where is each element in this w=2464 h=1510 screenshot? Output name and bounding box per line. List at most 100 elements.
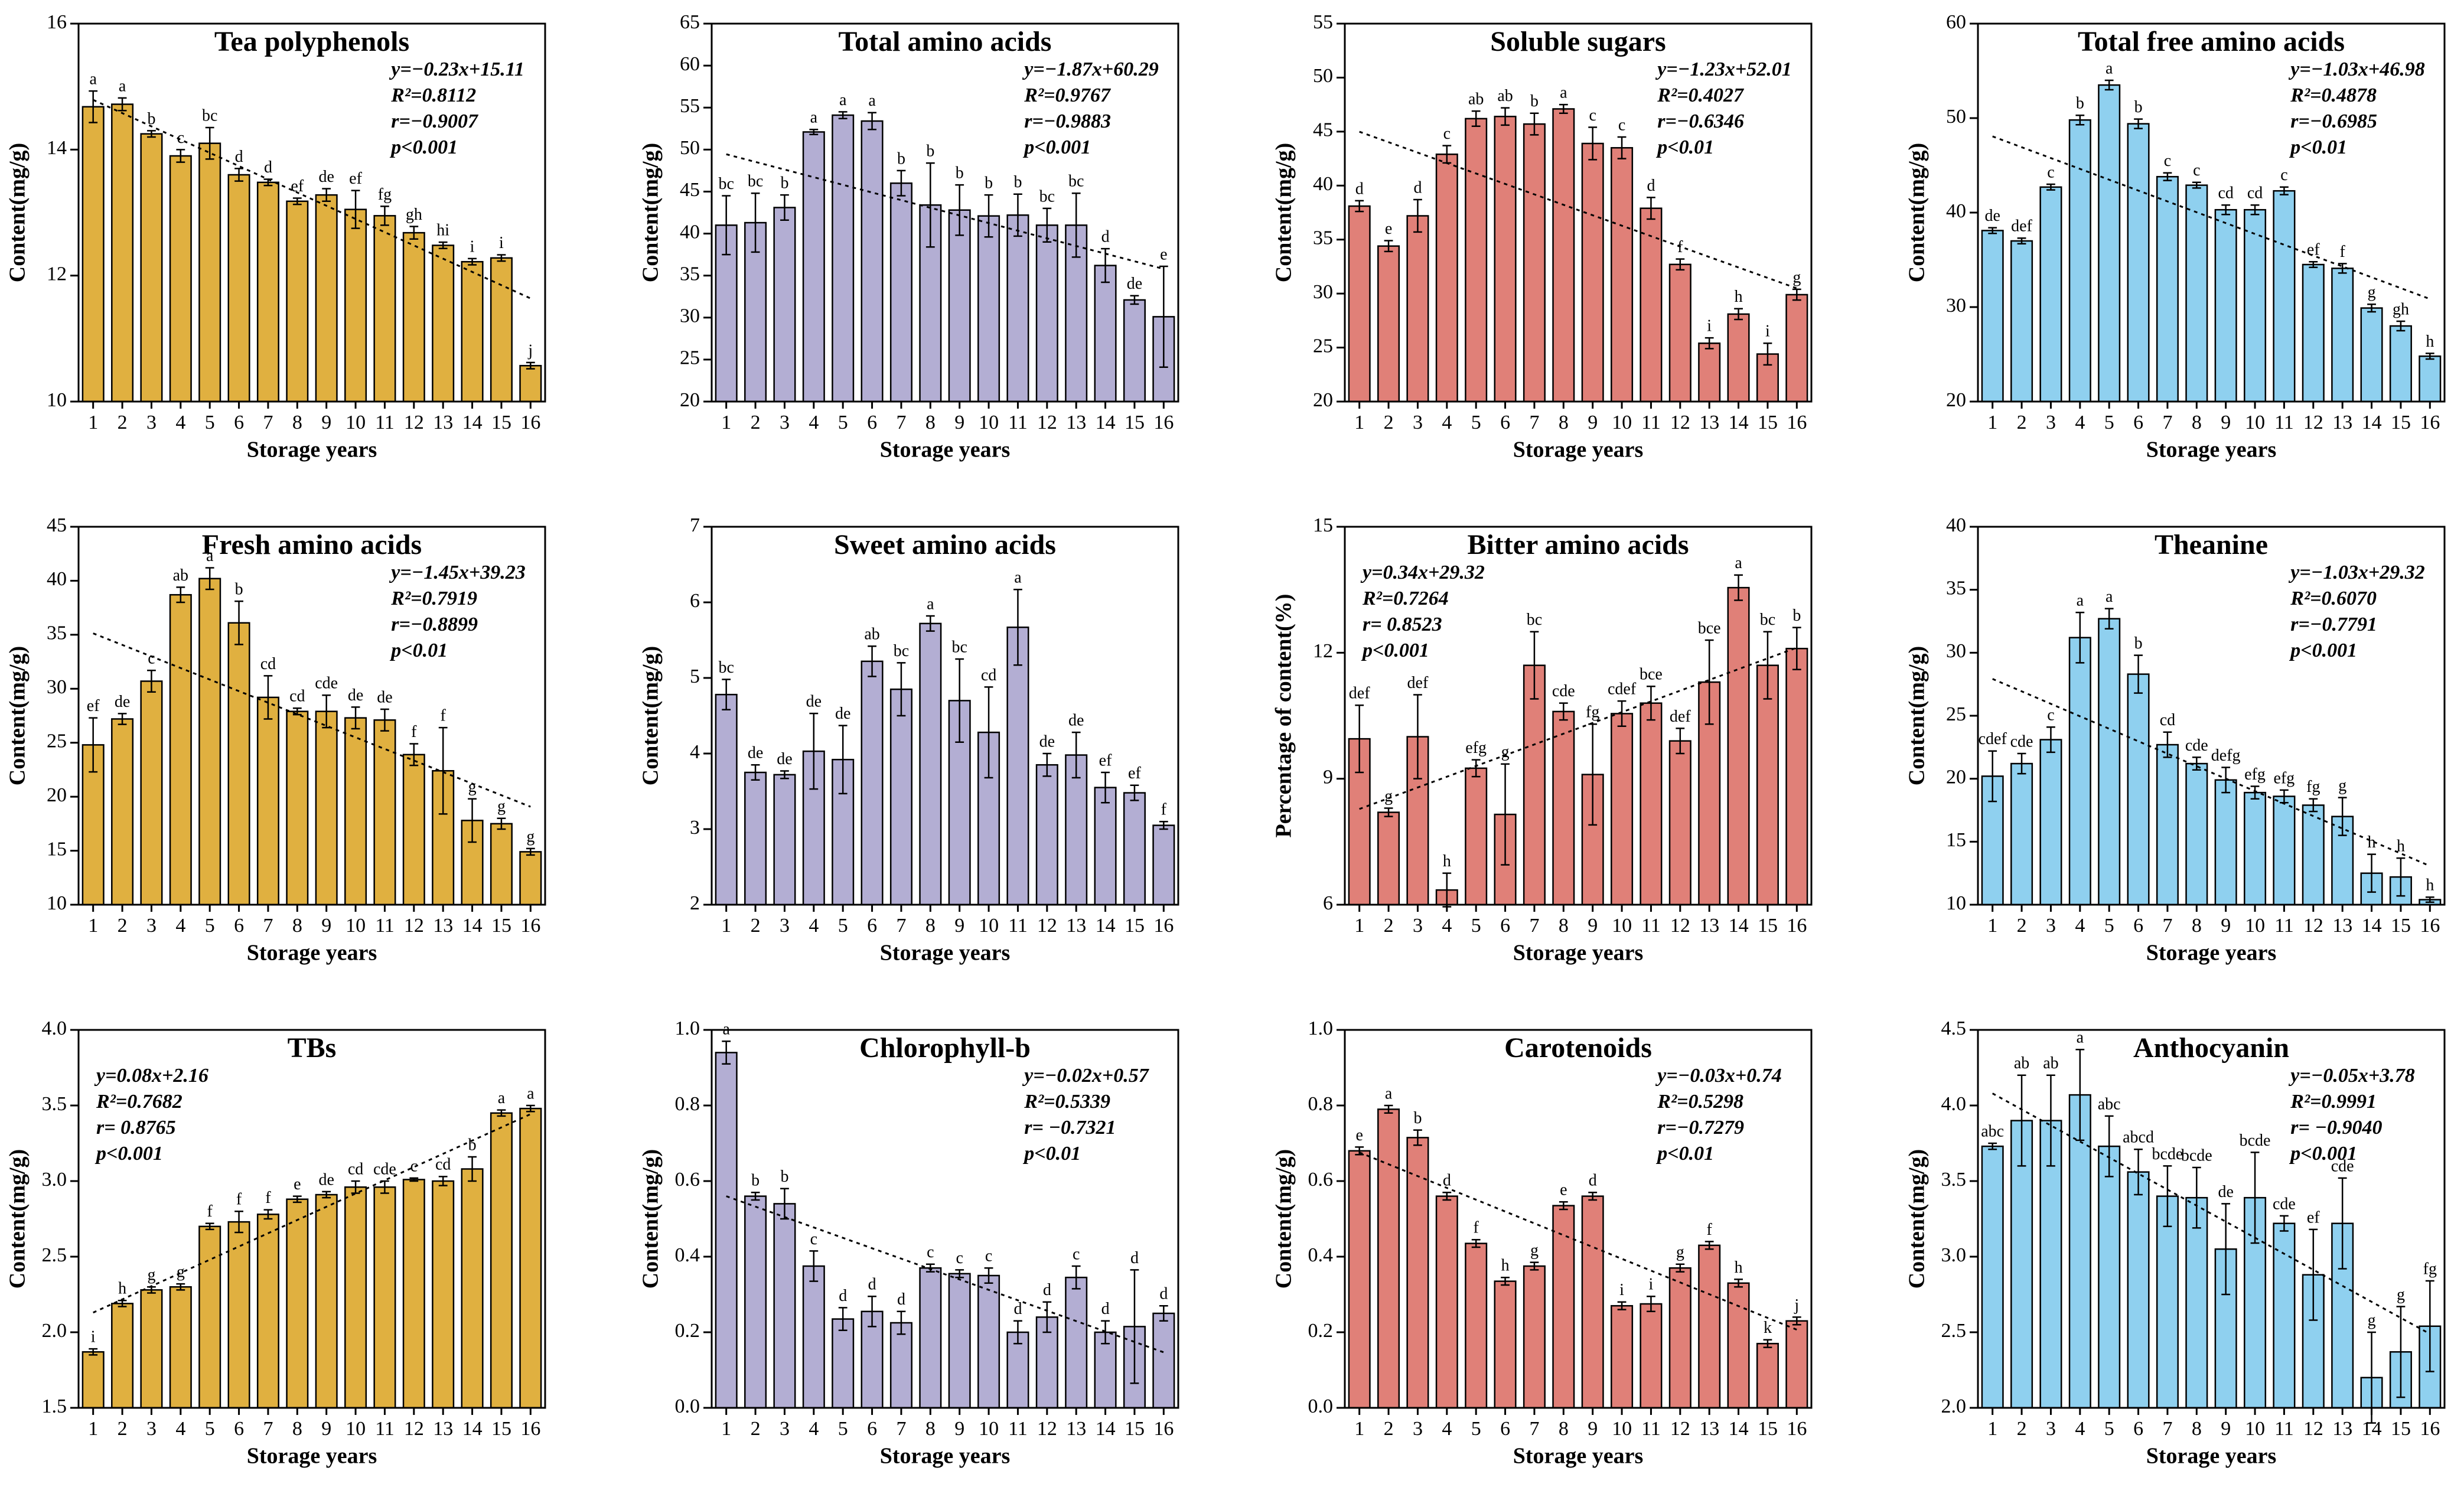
error-bar — [2134, 118, 2143, 129]
bar — [773, 1203, 796, 1409]
significance-letter: b — [1792, 606, 1801, 625]
chart-title: Total amino acids — [839, 26, 1052, 57]
significance-letter: h — [1735, 288, 1743, 306]
significance-letter: bce — [1640, 666, 1663, 684]
error-bar — [205, 126, 214, 160]
equation-line: r=−0.6985 — [2290, 110, 2377, 132]
y-tick-label: 16 — [47, 11, 67, 33]
significance-letter: bc — [951, 638, 967, 656]
x-axis-label: Storage years — [247, 941, 377, 966]
significance-letter: g — [526, 827, 534, 846]
y-tick-label: 0.0 — [675, 1395, 700, 1417]
significance-letter: c — [2164, 152, 2171, 170]
y-tick-label: 0.4 — [1308, 1244, 1334, 1266]
x-tick-label: 13 — [1699, 1418, 1719, 1440]
error-bar — [2250, 1152, 2260, 1244]
chart-title: Bitter amino acids — [1467, 529, 1689, 560]
significance-letter: ab — [173, 566, 188, 585]
y-tick-label: 20 — [1313, 389, 1333, 411]
y-axis-label: Content(mg/g) — [1272, 1149, 1296, 1289]
y-tick-label: 55 — [1313, 11, 1333, 33]
y-axis-label: Content(mg/g) — [5, 646, 30, 785]
x-tick-label: 1 — [88, 915, 98, 937]
equation-line: y=−1.03x+46.98 — [2288, 58, 2424, 80]
bar — [227, 174, 250, 403]
significance-letter: g — [1676, 1243, 1684, 1261]
x-tick-label: 4 — [175, 915, 185, 937]
error-bar — [2338, 1177, 2347, 1270]
significance-letter: i — [91, 1328, 96, 1346]
significance-letter: f — [1474, 1219, 1479, 1237]
error-bar — [1442, 1191, 1452, 1201]
panel: 2.0 2.5 3.0 3.5 4.0 4.5 abc 1 ab 2 ab 3 a 4 abc 5 abcd 6 b… — [1905, 1017, 2446, 1469]
chart-title: Carotenoids — [1504, 1032, 1652, 1064]
x-tick-label: 6 — [867, 915, 877, 937]
error-bar — [438, 1176, 448, 1186]
y-tick-label: 3.0 — [1941, 1244, 1967, 1266]
significance-letter: a — [2077, 1029, 2084, 1047]
error-bar — [351, 706, 360, 730]
significance-letter: abc — [2098, 1095, 2121, 1113]
significance-letter: h — [2426, 332, 2434, 351]
significance-letter: cd — [260, 655, 276, 673]
significance-letter: cde — [373, 1160, 396, 1178]
significance-letter: f — [441, 707, 446, 725]
bar — [140, 133, 163, 403]
error-bar — [2192, 756, 2201, 771]
x-tick-label: 12 — [1670, 412, 1690, 433]
equation-line: y=−0.03x+0.74 — [1655, 1065, 1781, 1087]
significance-letter: g — [1501, 743, 1510, 761]
x-tick-label: 7 — [263, 412, 273, 433]
bar — [169, 1286, 192, 1409]
bar — [1698, 1244, 1721, 1409]
error-bar — [925, 615, 935, 632]
error-bar — [438, 241, 448, 250]
plot-frame — [1344, 526, 1813, 906]
error-bar — [380, 206, 389, 226]
x-tick-label: 8 — [925, 412, 936, 433]
significance-letter: d — [1647, 177, 1655, 195]
error-bar — [526, 361, 535, 370]
error-bar — [809, 128, 819, 135]
significance-letter: c — [148, 650, 155, 668]
bar — [373, 1186, 396, 1409]
significance-letter: c — [2193, 161, 2200, 180]
chart-title: Anthocyanin — [2133, 1032, 2289, 1064]
bar — [832, 114, 855, 403]
bar — [1006, 626, 1029, 906]
significance-letter: cde — [315, 674, 338, 693]
x-tick-label: 9 — [2221, 1418, 2231, 1440]
bar — [490, 1112, 513, 1409]
significance-letter: a — [1385, 1084, 1393, 1103]
error-bar — [1384, 1104, 1393, 1114]
equation-line: r=−0.6346 — [1657, 110, 1744, 132]
error-bar — [1792, 1316, 1801, 1326]
error-bar — [838, 1307, 848, 1332]
bar — [2244, 208, 2267, 403]
significance-letter: b — [1413, 1109, 1422, 1127]
x-tick-label: 13 — [2332, 915, 2352, 937]
x-tick-label: 8 — [292, 412, 302, 433]
error-bar — [234, 168, 243, 182]
x-tick-label: 12 — [2303, 1418, 2323, 1440]
error-bar — [1734, 574, 1743, 601]
x-tick-label: 3 — [1413, 1418, 1423, 1440]
equation-line: r= 0.8765 — [96, 1117, 176, 1139]
error-bar — [409, 1177, 419, 1182]
x-tick-label: 5 — [2104, 412, 2114, 433]
x-tick-label: 6 — [234, 915, 244, 937]
x-tick-label: 5 — [205, 915, 215, 937]
trend-line — [726, 1195, 1164, 1354]
x-tick-label: 14 — [462, 915, 483, 937]
x-axis-label: Storage years — [880, 438, 1011, 462]
significance-letter: a — [119, 77, 126, 95]
x-tick-label: 4 — [809, 412, 819, 433]
y-tick-label: 30 — [1946, 295, 1966, 317]
y-tick-label: 35 — [47, 622, 67, 644]
x-tick-label: 4 — [1442, 915, 1452, 937]
significance-letter: cde — [2010, 732, 2033, 751]
error-bar — [1530, 631, 1539, 700]
y-tick-label: 3.5 — [42, 1093, 67, 1115]
y-tick-label: 15 — [1946, 829, 1966, 851]
error-bar — [2221, 1203, 2231, 1296]
